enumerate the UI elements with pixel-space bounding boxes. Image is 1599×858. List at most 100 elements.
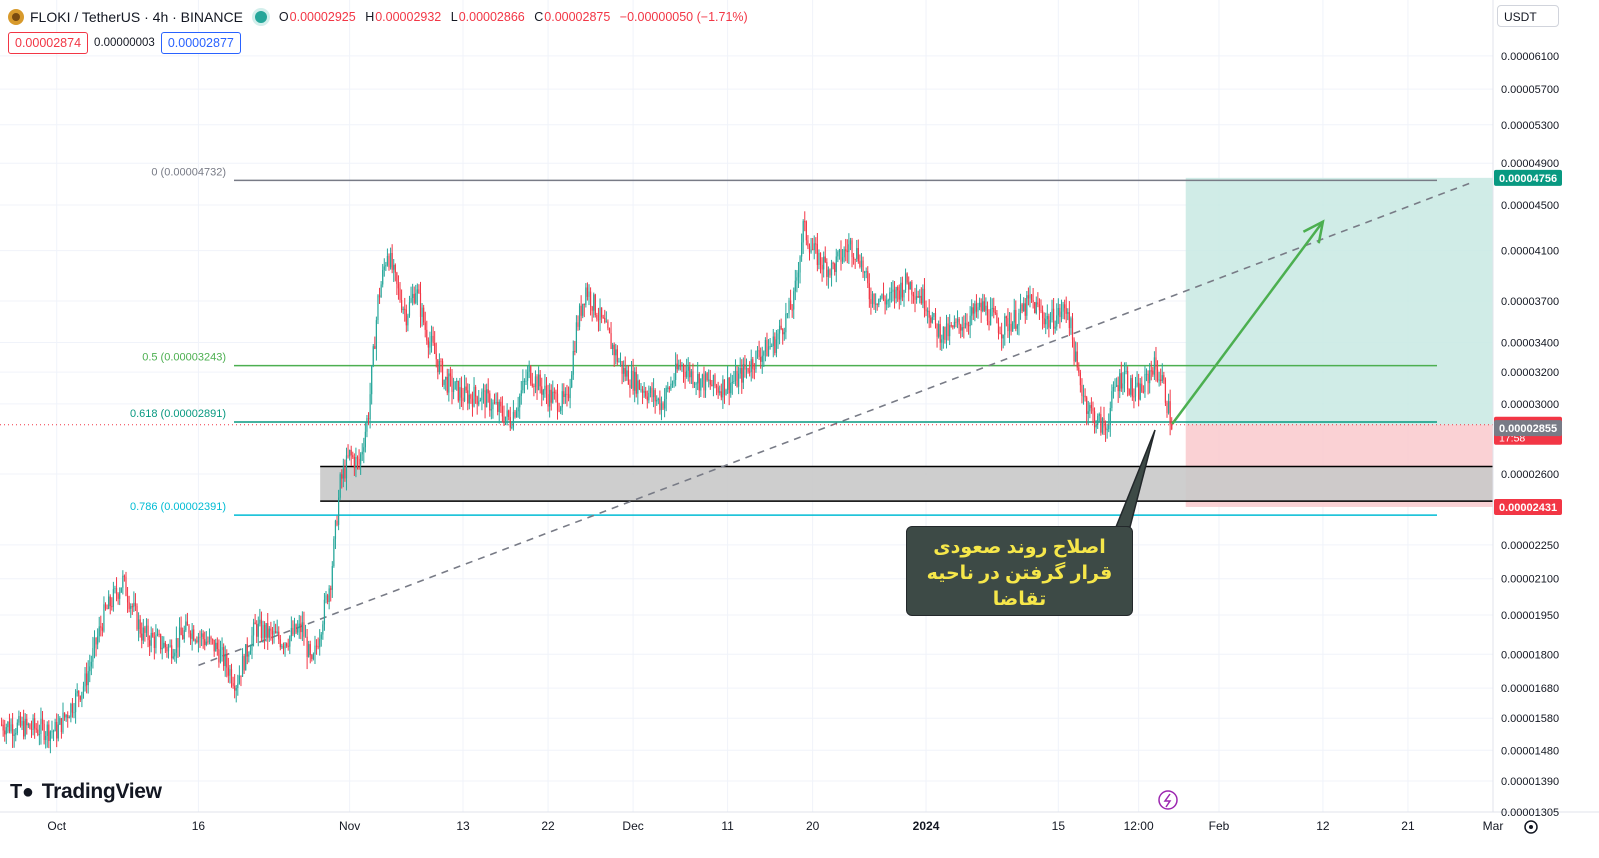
candle-body <box>569 387 571 399</box>
visibility-icon[interactable] <box>254 11 267 23</box>
candle-body <box>756 350 759 352</box>
candle-body <box>490 409 492 411</box>
candle-body <box>804 221 806 223</box>
settings-gear-icon[interactable] <box>1524 820 1538 834</box>
candle-body <box>43 723 45 741</box>
candle-body <box>626 370 628 377</box>
candle-body <box>1114 386 1116 388</box>
candle-body <box>738 373 740 387</box>
candle-body <box>870 299 872 304</box>
sell-price-button[interactable]: 0.00002874 <box>8 32 89 54</box>
candle-body <box>602 317 604 319</box>
candle-body <box>793 291 795 310</box>
lightning-event-icon[interactable] <box>1158 790 1178 810</box>
candle-body <box>676 363 678 370</box>
candle-body <box>468 394 470 404</box>
candle-body <box>1030 294 1033 301</box>
candle-body <box>1128 389 1130 395</box>
candle-body <box>155 635 157 649</box>
candle-body <box>739 368 741 374</box>
annotation-callout[interactable]: اصلاح روند صعودی قرار گرفتن در ناحیه تقا… <box>906 526 1133 616</box>
candle-body <box>886 300 888 305</box>
candle-body <box>29 724 31 729</box>
candle-body <box>838 249 841 253</box>
candle-body <box>482 390 485 392</box>
time-axis-label: 22 <box>541 819 555 833</box>
candle-body <box>360 454 362 465</box>
candle-body <box>98 626 100 637</box>
candle-body <box>284 643 286 649</box>
candle-body <box>326 595 329 602</box>
candle-body <box>347 455 349 457</box>
candle-body <box>717 387 719 393</box>
price-tag-label: 0.00002431 <box>1499 502 1557 514</box>
candle-body <box>290 627 292 637</box>
candle-body <box>311 655 313 659</box>
candle-body <box>0 724 3 726</box>
candle-body <box>1037 302 1039 305</box>
target-zone[interactable] <box>1185 177 1493 425</box>
candle-body <box>867 271 869 284</box>
candle-body <box>73 712 75 714</box>
candle-body <box>1158 379 1160 381</box>
target-arrow-shaft <box>1171 220 1324 425</box>
candle-body <box>306 636 308 657</box>
candle-body <box>241 656 244 677</box>
price-axis-label: 0.00006100 <box>1501 51 1559 63</box>
candle-body <box>200 633 203 637</box>
candle-body <box>396 272 398 285</box>
buy-price-button[interactable]: 0.00002877 <box>160 32 241 54</box>
candle-body <box>235 687 237 691</box>
candle-body <box>1001 333 1003 339</box>
candle-body <box>675 363 677 381</box>
candle-body <box>715 385 718 388</box>
candle-body <box>956 318 959 323</box>
candle-body <box>539 374 541 387</box>
candle-body <box>1111 391 1113 408</box>
candle-body <box>1106 429 1108 431</box>
candle-body <box>830 262 833 276</box>
candle-body <box>1144 373 1146 393</box>
candle-body <box>1112 387 1115 392</box>
candle-body <box>504 416 507 424</box>
candle-body <box>881 294 883 299</box>
candle-body <box>175 638 177 653</box>
candle-body <box>454 381 456 390</box>
candle-body <box>664 399 666 409</box>
candle-body <box>424 322 426 330</box>
symbol-title[interactable]: FLOKI / TetherUS · 4h · BINANCE <box>30 9 243 25</box>
candle-body <box>1153 357 1155 375</box>
candle-body <box>205 641 207 645</box>
candle-body <box>526 371 529 381</box>
candle-body <box>207 641 209 643</box>
candle-body <box>667 387 669 389</box>
candle-body <box>137 619 140 630</box>
candle-body <box>812 249 814 251</box>
candle-body <box>227 667 229 676</box>
candle-body <box>848 244 850 253</box>
candle-body <box>813 243 815 250</box>
currency-selector[interactable]: USDT <box>1497 5 1559 27</box>
candle-body <box>824 256 826 263</box>
candle-body <box>467 390 469 404</box>
candle-body <box>51 731 53 733</box>
candle-body <box>596 315 598 320</box>
candle-body <box>742 364 744 383</box>
candle-body <box>695 383 697 385</box>
candle-body <box>827 269 829 277</box>
candle-body <box>106 608 108 610</box>
time-axis-label: 12 <box>1316 819 1330 833</box>
candle-body <box>823 256 825 270</box>
candle-body <box>1142 391 1144 393</box>
candle-body <box>668 387 670 390</box>
trend-line[interactable] <box>198 180 1475 667</box>
candle-body <box>783 332 785 335</box>
demand-zone[interactable] <box>320 466 1493 502</box>
price-axis-label: 0.00001305 <box>1501 807 1559 819</box>
candle-body <box>349 449 351 457</box>
candle-body <box>538 374 540 391</box>
candle-body <box>857 248 859 262</box>
candle-body <box>38 733 40 735</box>
candle-body <box>303 622 305 637</box>
